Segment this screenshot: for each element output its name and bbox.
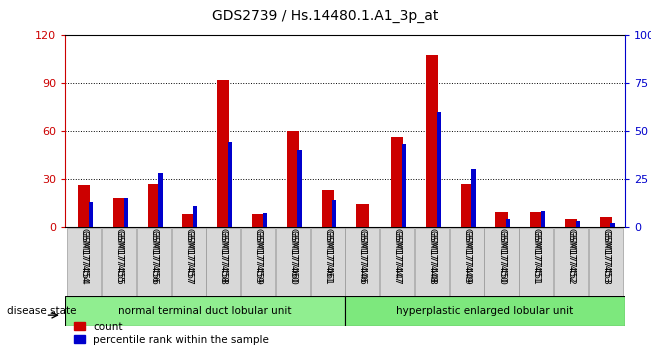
Bar — [575, 221, 580, 227]
FancyBboxPatch shape — [67, 228, 102, 296]
Text: GSM177448: GSM177448 — [428, 228, 436, 283]
Text: GSM177457: GSM177457 — [184, 230, 193, 285]
Bar — [252, 214, 264, 227]
Text: GSM177461: GSM177461 — [323, 230, 332, 285]
Bar — [402, 144, 406, 227]
Bar — [287, 131, 299, 227]
Text: GSM177460: GSM177460 — [288, 228, 298, 283]
Bar — [565, 218, 577, 227]
Bar — [89, 202, 93, 227]
Bar — [541, 211, 545, 227]
Text: GSM177451: GSM177451 — [532, 228, 541, 283]
Bar — [461, 183, 473, 227]
Bar — [322, 190, 334, 227]
Text: GSM177450: GSM177450 — [497, 230, 506, 285]
FancyBboxPatch shape — [554, 228, 588, 296]
FancyBboxPatch shape — [380, 228, 414, 296]
Text: GSM177454: GSM177454 — [79, 230, 89, 285]
FancyBboxPatch shape — [346, 228, 380, 296]
FancyBboxPatch shape — [137, 228, 171, 296]
Bar — [530, 212, 542, 227]
Text: GSM177455: GSM177455 — [115, 228, 124, 283]
Text: GSM177446: GSM177446 — [358, 230, 367, 285]
Bar — [298, 150, 301, 227]
Text: GSM177458: GSM177458 — [219, 230, 228, 285]
Bar — [113, 198, 125, 227]
Text: GSM177457: GSM177457 — [184, 228, 193, 283]
Text: GSM177449: GSM177449 — [462, 228, 471, 283]
Bar — [263, 213, 267, 227]
Text: GSM177461: GSM177461 — [323, 228, 332, 283]
FancyBboxPatch shape — [206, 228, 240, 296]
FancyBboxPatch shape — [415, 228, 449, 296]
FancyBboxPatch shape — [276, 228, 310, 296]
Text: GSM177455: GSM177455 — [115, 230, 124, 285]
Text: disease state: disease state — [7, 306, 76, 316]
Text: GSM177450: GSM177450 — [497, 228, 506, 283]
Text: GSM177459: GSM177459 — [254, 230, 262, 285]
Text: GSM177451: GSM177451 — [532, 230, 541, 285]
FancyBboxPatch shape — [484, 228, 519, 296]
Bar — [182, 214, 195, 227]
Bar — [471, 169, 475, 227]
FancyBboxPatch shape — [241, 228, 275, 296]
Bar — [124, 198, 128, 227]
Bar — [391, 137, 403, 227]
Bar — [356, 204, 368, 227]
Bar — [217, 80, 229, 227]
FancyBboxPatch shape — [450, 228, 484, 296]
Text: GSM177446: GSM177446 — [358, 228, 367, 283]
Bar — [193, 206, 197, 227]
Text: GSM177454: GSM177454 — [79, 228, 89, 283]
FancyBboxPatch shape — [65, 296, 345, 326]
FancyBboxPatch shape — [519, 228, 553, 296]
Text: GDS2739 / Hs.14480.1.A1_3p_at: GDS2739 / Hs.14480.1.A1_3p_at — [212, 9, 439, 23]
Legend: count, percentile rank within the sample: count, percentile rank within the sample — [70, 317, 273, 349]
Bar — [506, 219, 510, 227]
Text: GSM177460: GSM177460 — [288, 230, 298, 285]
FancyBboxPatch shape — [102, 228, 136, 296]
Text: GSM177447: GSM177447 — [393, 230, 402, 285]
Bar — [228, 142, 232, 227]
Text: GSM177453: GSM177453 — [602, 228, 611, 283]
Bar — [158, 173, 163, 227]
Bar — [600, 217, 612, 227]
Text: GSM177456: GSM177456 — [149, 230, 158, 285]
Text: GSM177448: GSM177448 — [428, 230, 436, 285]
Text: GSM177459: GSM177459 — [254, 228, 262, 283]
Bar — [332, 200, 337, 227]
FancyBboxPatch shape — [589, 228, 623, 296]
Text: GSM177447: GSM177447 — [393, 228, 402, 283]
Bar — [78, 185, 90, 227]
Bar — [495, 212, 508, 227]
Text: normal terminal duct lobular unit: normal terminal duct lobular unit — [118, 306, 292, 316]
Text: hyperplastic enlarged lobular unit: hyperplastic enlarged lobular unit — [396, 306, 574, 316]
FancyBboxPatch shape — [171, 228, 206, 296]
Text: GSM177452: GSM177452 — [566, 230, 575, 285]
Text: GSM177458: GSM177458 — [219, 228, 228, 283]
FancyBboxPatch shape — [311, 228, 344, 296]
Bar — [437, 112, 441, 227]
Text: GSM177456: GSM177456 — [149, 228, 158, 283]
FancyBboxPatch shape — [345, 296, 625, 326]
Text: GSM177452: GSM177452 — [566, 228, 575, 283]
Text: GSM177453: GSM177453 — [602, 230, 611, 285]
Bar — [426, 55, 438, 227]
Bar — [611, 223, 615, 227]
Bar — [148, 183, 160, 227]
Text: GSM177449: GSM177449 — [462, 230, 471, 285]
